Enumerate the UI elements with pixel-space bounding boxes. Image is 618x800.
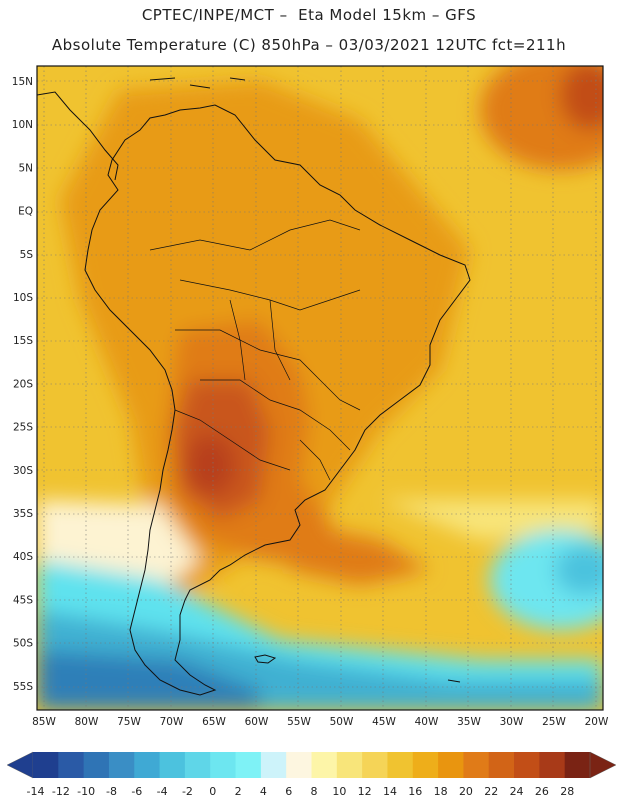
colorbar-label: 10	[332, 785, 346, 798]
colorbar-swatch	[463, 752, 490, 778]
longitude-labels: 85W 80W 75W 70W 65W 60W 55W 50W 45W 40W 35W 30W 25W 2…	[32, 716, 609, 728]
colorbar-label: 0	[209, 785, 216, 798]
colorbar-swatch	[564, 752, 591, 778]
colorbar-label: 24	[510, 785, 524, 798]
colorbar-swatch	[286, 752, 312, 778]
lat-label: 10N	[12, 119, 33, 131]
colorbar-arrow-high	[589, 751, 617, 779]
country-borders	[149, 219, 361, 481]
central-america-coast	[37, 91, 119, 181]
colorbar-label: -14	[27, 785, 45, 798]
lat-label: 5N	[18, 162, 33, 174]
colorbar-swatch	[311, 752, 338, 778]
colorbar-label: 20	[459, 785, 473, 798]
field-cold-east-core	[555, 545, 603, 595]
colorbar-label: -2	[182, 785, 193, 798]
title-line-1: CPTEC/INPE/MCT – Eta Model 15km – GFS	[141, 6, 477, 24]
lat-label: 15N	[12, 76, 33, 88]
colorbar: -14 -12 -10 -8 -6 -4 -2 0 2 4 6 8 10 12 14 16 18 20 22 24 26…	[6, 751, 617, 798]
colorbar-label: -6	[131, 785, 142, 798]
colorbar-label: 16	[408, 785, 422, 798]
colorbar-label: 28	[560, 785, 574, 798]
lat-label: 5S	[20, 249, 34, 261]
colorbar-swatch	[438, 752, 464, 778]
south-america-coastline	[84, 104, 471, 696]
lon-label: 45W	[372, 716, 396, 728]
field-pale-band-east	[380, 500, 603, 540]
lon-label: 50W	[330, 716, 354, 728]
colorbar-label: 4	[260, 785, 267, 798]
lon-label: 80W	[75, 716, 99, 728]
graticule	[37, 66, 603, 710]
lat-label: 30S	[13, 465, 33, 477]
lat-label: 50S	[13, 638, 33, 650]
colorbar-label: 8	[311, 785, 318, 798]
colorbar-swatch	[260, 752, 287, 778]
lon-label: 55W	[287, 716, 311, 728]
colorbar-swatch	[539, 752, 566, 778]
colorbar-swatch	[159, 752, 186, 778]
colorbar-label: 2	[235, 785, 242, 798]
lon-label: 60W	[245, 716, 269, 728]
colorbar-swatch	[184, 752, 211, 778]
lat-label: 25S	[13, 422, 33, 434]
lat-label: 20S	[13, 378, 33, 390]
lat-label: 35S	[13, 508, 33, 520]
lon-label: 40W	[415, 716, 439, 728]
colorbar-swatch	[336, 752, 363, 778]
colorbar-swatch	[387, 752, 414, 778]
lat-label: 55S	[13, 681, 33, 693]
lon-label: 65W	[202, 716, 226, 728]
colorbar-label: -4	[157, 785, 168, 798]
title-line-2: Absolute Temperature (C) 850hPa – 03/03/…	[51, 36, 567, 54]
colorbar-swatch	[362, 752, 388, 778]
south-georgia	[447, 679, 461, 683]
lat-label: 45S	[13, 594, 33, 606]
falklands	[254, 654, 277, 664]
lon-label: 75W	[117, 716, 141, 728]
lon-label: 20W	[585, 716, 609, 728]
colorbar-label: 18	[434, 785, 448, 798]
caribbean-islands	[149, 77, 246, 89]
lat-label: 10S	[13, 292, 33, 304]
field-plume	[280, 520, 430, 585]
colorbar-swatch	[514, 752, 540, 778]
colorbar-label: -8	[106, 785, 117, 798]
field-deep-cold	[37, 650, 260, 710]
lat-label: 40S	[13, 551, 33, 563]
colorbar-label: 22	[484, 785, 498, 798]
colorbar-label: -12	[52, 785, 70, 798]
field-deep-hot	[185, 435, 235, 495]
lon-label: 25W	[542, 716, 566, 728]
lon-label: 35W	[457, 716, 481, 728]
colorbar-swatch	[134, 752, 161, 778]
colorbar-swatch	[83, 752, 110, 778]
colorbar-swatch	[210, 752, 237, 778]
map-frame	[36, 65, 604, 711]
lon-label: 70W	[160, 716, 184, 728]
lon-label: 30W	[500, 716, 524, 728]
colorbar-swatch	[108, 752, 135, 778]
colorbar-label: -10	[77, 785, 95, 798]
colorbar-arrow-low	[6, 751, 34, 779]
colorbar-swatch	[58, 752, 85, 778]
colorbar-swatch	[235, 752, 262, 778]
lat-label: 15S	[13, 335, 33, 347]
temperature-field	[37, 66, 603, 710]
colorbar-label: 6	[285, 785, 292, 798]
colorbar-label: 12	[358, 785, 372, 798]
colorbar-label: 26	[535, 785, 549, 798]
colorbar-label: 14	[383, 785, 397, 798]
colorbar-swatch	[412, 752, 439, 778]
latitude-labels: 15N 10N 5N EQ 5S 10S 15S 20S 25S 30S 35S 40S 45S 50S 5…	[12, 76, 34, 693]
colorbar-swatch	[33, 752, 59, 778]
lon-label: 85W	[32, 716, 56, 728]
field-ne-hot	[560, 66, 603, 130]
colorbar-swatch	[488, 752, 515, 778]
lat-label: EQ	[18, 206, 33, 218]
